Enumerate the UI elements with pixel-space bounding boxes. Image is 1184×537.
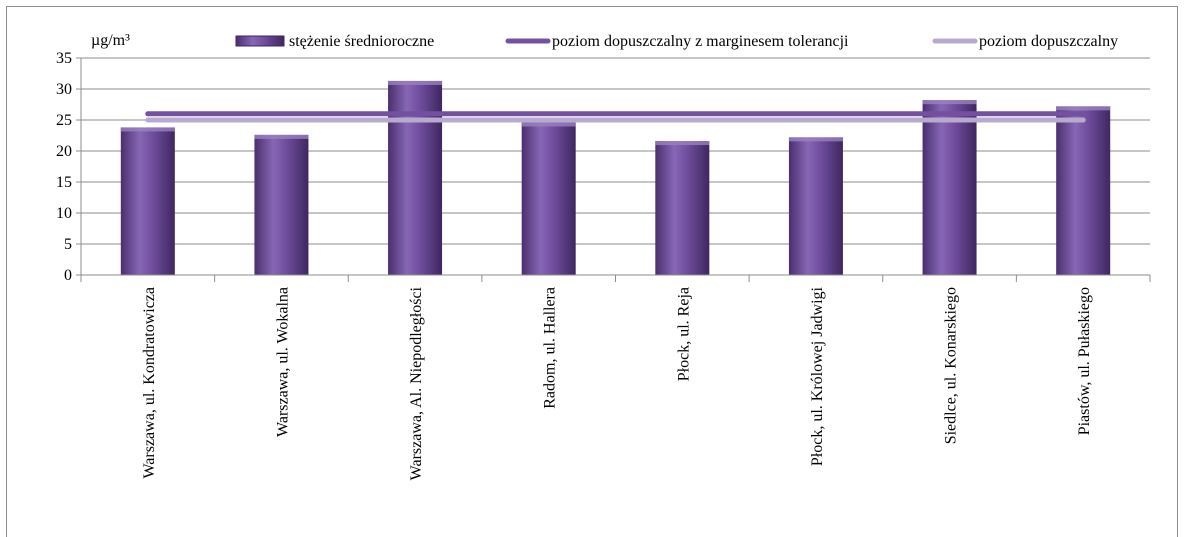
y-tick-label: 25: [56, 112, 72, 129]
legend-label-limit-line: poziom dopuszczalny: [979, 33, 1118, 50]
gridlines: [81, 57, 1150, 245]
legend-item-bar: stężenie średnioroczne: [235, 33, 434, 50]
legend: stężenie średnioroczne poziom dopuszczal…: [235, 33, 1118, 50]
x-category-label: Warszawa, Al. Niepodległości: [408, 286, 425, 480]
legend-label-margin-line: poziom dopuszczalny z marginesem toleran…: [552, 33, 849, 50]
chart-frame: [6, 6, 1178, 537]
x-category-label: Siedlce, ul. Konarskiego: [943, 287, 960, 444]
bar: [1056, 106, 1111, 275]
bar: [788, 137, 843, 275]
bar: [254, 134, 309, 275]
legend-label-bar: stężenie średnioroczne: [289, 33, 434, 50]
bar: [922, 100, 977, 275]
bars: [120, 80, 1111, 275]
y-tick-label: 15: [56, 174, 72, 191]
y-tick-label: 20: [56, 143, 72, 160]
bar: [388, 80, 443, 275]
bar-top-highlight: [388, 80, 443, 85]
x-category-label: Radom, ul. Hallera: [542, 287, 559, 409]
bar: [120, 127, 175, 275]
bar-top-highlight: [655, 141, 710, 146]
bar-top-highlight: [1056, 106, 1111, 111]
x-category-label: Płock, ul. Królowej Jadwigi: [809, 286, 826, 466]
x-category-label: Warszawa, ul. Kondratowicza: [141, 287, 158, 479]
bar: [521, 122, 576, 275]
legend-item-margin-line: poziom dopuszczalny z marginesem toleran…: [505, 33, 849, 50]
bar-top-highlight: [788, 137, 843, 142]
y-tick-label: 5: [64, 236, 72, 253]
y-tick-label: 35: [56, 50, 72, 67]
bar-top-highlight: [922, 100, 977, 105]
legend-swatch-bar: [235, 35, 285, 47]
y-tick-label: 0: [64, 267, 72, 284]
y-axis: 0 5 10 15 20 25 30 35: [56, 50, 82, 284]
x-axis: Warszawa, ul. Kondratowicza Warszawa, ul.…: [80, 274, 1151, 480]
y-tick-label: 30: [56, 81, 72, 98]
y-tick-label: 10: [56, 205, 72, 222]
bar: [655, 141, 710, 275]
legend-item-limit-line: poziom dopuszczalny: [932, 33, 1118, 50]
y-unit-label: µg/m³: [91, 32, 130, 49]
x-category-label: Warszawa, ul. Wokalna: [274, 287, 291, 437]
x-category-label: Płock, ul. Reja: [675, 287, 692, 381]
bar-top-highlight: [254, 134, 309, 139]
bar-top-highlight: [120, 127, 175, 132]
bar-top-highlight: [521, 122, 576, 127]
x-category-label: Piastów, ul. Pułaskiego: [1076, 287, 1093, 435]
reference-lines: [145, 111, 1086, 123]
